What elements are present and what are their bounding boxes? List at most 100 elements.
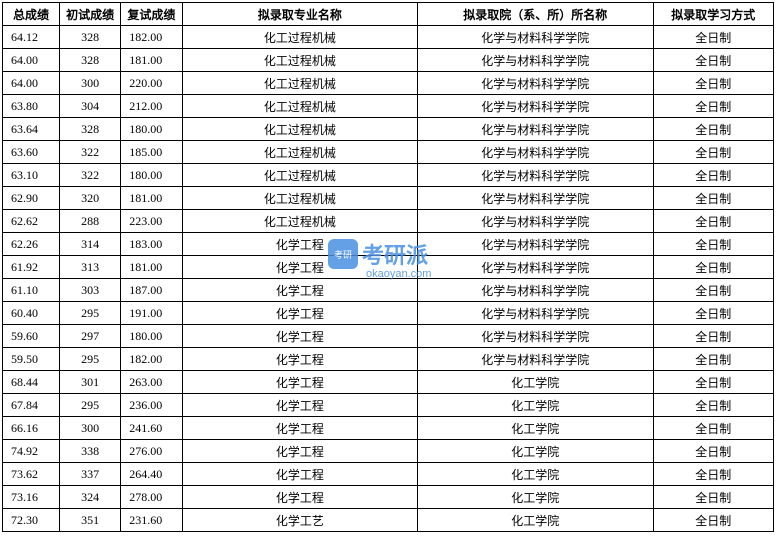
cell-first_exam: 328 [59, 49, 120, 72]
cell-total_score: 63.10 [3, 164, 60, 187]
cell-study_mode: 全日制 [653, 233, 774, 256]
cell-first_exam: 303 [59, 279, 120, 302]
cell-department: 化学与材料科学学院 [418, 187, 653, 210]
cell-department: 化学与材料科学学院 [418, 49, 653, 72]
cell-study_mode: 全日制 [653, 164, 774, 187]
cell-department: 化学与材料科学学院 [418, 118, 653, 141]
cell-major: 化学工程 [182, 417, 417, 440]
cell-first_exam: 322 [59, 141, 120, 164]
table-row: 63.10322180.00化工过程机械化学与材料科学学院全日制 [3, 164, 774, 187]
cell-major: 化学工程 [182, 302, 417, 325]
cell-study_mode: 全日制 [653, 486, 774, 509]
table-row: 63.80304212.00化工过程机械化学与材料科学学院全日制 [3, 95, 774, 118]
cell-retest_score: 181.00 [121, 256, 182, 279]
admission-table: 总成绩 初试成绩 复试成绩 拟录取专业名称 拟录取院（系、所）所名称 拟录取学习… [2, 2, 774, 532]
cell-retest_score: 180.00 [121, 118, 182, 141]
cell-retest_score: 241.60 [121, 417, 182, 440]
cell-total_score: 63.80 [3, 95, 60, 118]
cell-retest_score: 212.00 [121, 95, 182, 118]
table-row: 67.84295236.00化学工程化工学院全日制 [3, 394, 774, 417]
table-row: 62.26314183.00化学工程化学与材料科学学院全日制 [3, 233, 774, 256]
cell-study_mode: 全日制 [653, 72, 774, 95]
cell-first_exam: 324 [59, 486, 120, 509]
cell-retest_score: 183.00 [121, 233, 182, 256]
cell-study_mode: 全日制 [653, 26, 774, 49]
cell-study_mode: 全日制 [653, 440, 774, 463]
header-retest-score: 复试成绩 [121, 3, 182, 26]
cell-first_exam: 295 [59, 302, 120, 325]
cell-total_score: 60.40 [3, 302, 60, 325]
cell-first_exam: 338 [59, 440, 120, 463]
table-row: 64.00300220.00化工过程机械化学与材料科学学院全日制 [3, 72, 774, 95]
cell-retest_score: 182.00 [121, 26, 182, 49]
cell-first_exam: 300 [59, 72, 120, 95]
cell-department: 化工学院 [418, 394, 653, 417]
cell-study_mode: 全日制 [653, 325, 774, 348]
table-row: 73.16324278.00化学工程化工学院全日制 [3, 486, 774, 509]
cell-total_score: 73.62 [3, 463, 60, 486]
cell-study_mode: 全日制 [653, 417, 774, 440]
cell-first_exam: 337 [59, 463, 120, 486]
cell-department: 化学与材料科学学院 [418, 210, 653, 233]
cell-study_mode: 全日制 [653, 49, 774, 72]
cell-major: 化工过程机械 [182, 118, 417, 141]
cell-major: 化学工程 [182, 325, 417, 348]
cell-major: 化学工程 [182, 486, 417, 509]
cell-first_exam: 328 [59, 118, 120, 141]
table-row: 62.90320181.00化工过程机械化学与材料科学学院全日制 [3, 187, 774, 210]
cell-total_score: 61.92 [3, 256, 60, 279]
cell-major: 化学工程 [182, 233, 417, 256]
cell-study_mode: 全日制 [653, 118, 774, 141]
cell-total_score: 63.64 [3, 118, 60, 141]
cell-retest_score: 231.60 [121, 509, 182, 532]
cell-total_score: 74.92 [3, 440, 60, 463]
cell-major: 化学工程 [182, 463, 417, 486]
table-row: 63.60322185.00化工过程机械化学与材料科学学院全日制 [3, 141, 774, 164]
cell-retest_score: 180.00 [121, 164, 182, 187]
table-row: 59.60297180.00化学工程化学与材料科学学院全日制 [3, 325, 774, 348]
cell-first_exam: 300 [59, 417, 120, 440]
cell-major: 化学工程 [182, 279, 417, 302]
cell-study_mode: 全日制 [653, 394, 774, 417]
cell-first_exam: 314 [59, 233, 120, 256]
cell-total_score: 72.30 [3, 509, 60, 532]
table-row: 64.00328181.00化工过程机械化学与材料科学学院全日制 [3, 49, 774, 72]
table-row: 60.40295191.00化学工程化学与材料科学学院全日制 [3, 302, 774, 325]
cell-first_exam: 320 [59, 187, 120, 210]
cell-department: 化学与材料科学学院 [418, 141, 653, 164]
cell-total_score: 59.50 [3, 348, 60, 371]
cell-retest_score: 220.00 [121, 72, 182, 95]
cell-department: 化工学院 [418, 509, 653, 532]
cell-first_exam: 304 [59, 95, 120, 118]
cell-department: 化工学院 [418, 417, 653, 440]
cell-study_mode: 全日制 [653, 210, 774, 233]
cell-retest_score: 187.00 [121, 279, 182, 302]
cell-department: 化学与材料科学学院 [418, 26, 653, 49]
cell-department: 化工学院 [418, 486, 653, 509]
cell-department: 化工学院 [418, 463, 653, 486]
cell-first_exam: 351 [59, 509, 120, 532]
cell-major: 化学工艺 [182, 509, 417, 532]
cell-study_mode: 全日制 [653, 141, 774, 164]
cell-first_exam: 328 [59, 26, 120, 49]
cell-department: 化学与材料科学学院 [418, 325, 653, 348]
cell-total_score: 66.16 [3, 417, 60, 440]
cell-department: 化学与材料科学学院 [418, 72, 653, 95]
cell-total_score: 64.00 [3, 72, 60, 95]
table-row: 59.50295182.00化学工程化学与材料科学学院全日制 [3, 348, 774, 371]
cell-total_score: 68.44 [3, 371, 60, 394]
cell-retest_score: 264.40 [121, 463, 182, 486]
cell-department: 化学与材料科学学院 [418, 95, 653, 118]
cell-total_score: 67.84 [3, 394, 60, 417]
cell-study_mode: 全日制 [653, 256, 774, 279]
cell-department: 化学与材料科学学院 [418, 348, 653, 371]
table-row: 61.10303187.00化学工程化学与材料科学学院全日制 [3, 279, 774, 302]
cell-major: 化学工程 [182, 371, 417, 394]
cell-total_score: 64.12 [3, 26, 60, 49]
header-study-mode: 拟录取学习方式 [653, 3, 774, 26]
cell-department: 化学与材料科学学院 [418, 279, 653, 302]
cell-study_mode: 全日制 [653, 302, 774, 325]
header-major: 拟录取专业名称 [182, 3, 417, 26]
cell-total_score: 63.60 [3, 141, 60, 164]
cell-first_exam: 297 [59, 325, 120, 348]
